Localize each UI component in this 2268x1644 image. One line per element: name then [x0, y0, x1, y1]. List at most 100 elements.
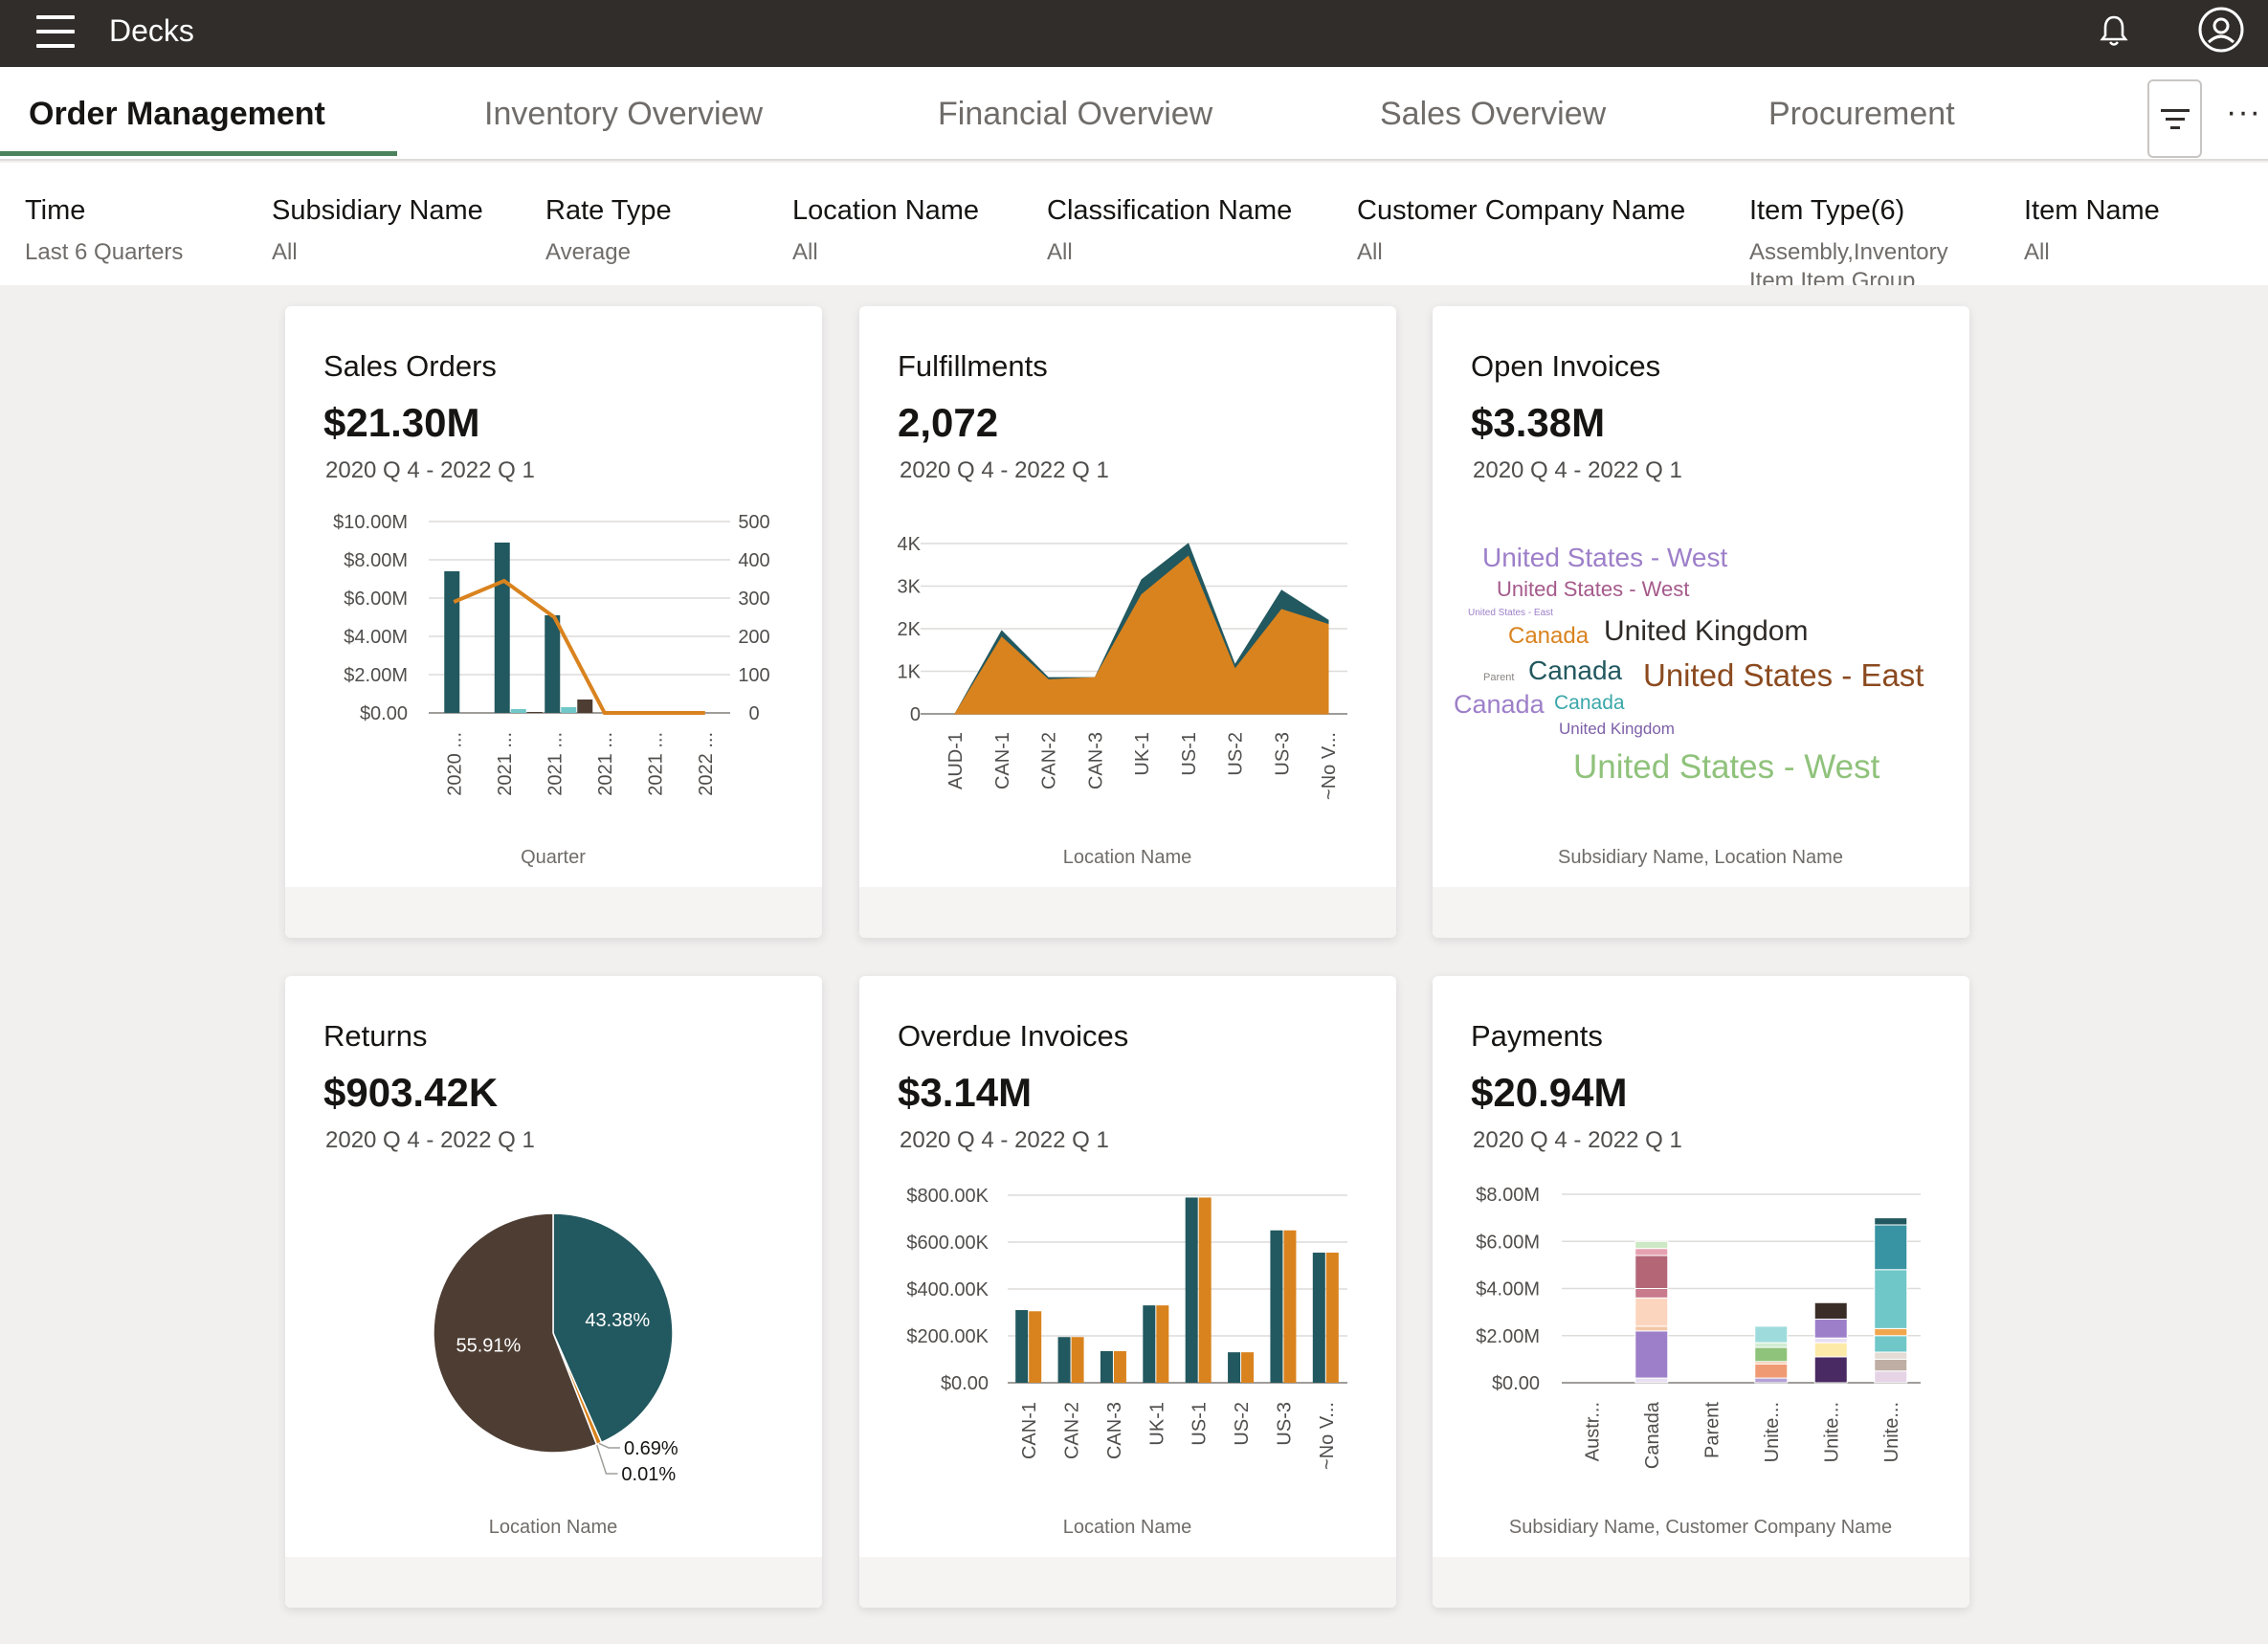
- bar: [526, 712, 543, 713]
- tab-order-management[interactable]: Order Management: [29, 96, 325, 132]
- bar-segment: [1634, 1248, 1669, 1256]
- filter-rate-type[interactable]: Rate Type Average: [545, 195, 672, 267]
- card-returns[interactable]: Returns $903.42K 2020 Q 4 - 2022 Q 1 43.…: [285, 976, 822, 1608]
- filter-customer-company-name[interactable]: Customer Company Name All: [1357, 195, 1685, 267]
- filter-label: Classification Name: [1047, 195, 1293, 226]
- y-tick-label: $400.00K: [906, 1279, 989, 1300]
- bar-segment: [1754, 1363, 1789, 1379]
- bar-segment: [1874, 1358, 1908, 1372]
- filter-location-name[interactable]: Location Name All: [792, 195, 979, 267]
- filter-classification-name[interactable]: Classification Name All: [1047, 195, 1292, 267]
- user-avatar-icon[interactable]: [2197, 6, 2245, 54]
- bar: [510, 709, 526, 713]
- bar: [1143, 1305, 1156, 1383]
- slice-label: 55.91%: [456, 1336, 522, 1357]
- y-tick-label: $200.00K: [906, 1326, 989, 1347]
- y-tick-label: 4K: [898, 534, 922, 555]
- filter-bar: Time Last 6 Quarters Subsidiary Name All…: [0, 163, 2268, 285]
- bar-segment: [1874, 1269, 1908, 1329]
- filter-label: Location Name: [792, 195, 980, 226]
- bar: [444, 571, 460, 713]
- y2-tick-label: 300: [738, 589, 769, 610]
- y-tick-label: $0.00: [1492, 1373, 1540, 1394]
- slice-label: 43.38%: [585, 1310, 650, 1331]
- filter-value: All: [1047, 239, 1073, 265]
- filter-subsidiary-name[interactable]: Subsidiary Name All: [272, 195, 483, 267]
- bar: [1113, 1350, 1126, 1383]
- card-value: $21.30M: [323, 400, 480, 445]
- x-tick-label: AUD-1: [945, 732, 967, 789]
- card-payments[interactable]: Payments $20.94M 2020 Q 4 - 2022 Q 1 $0.…: [1433, 976, 1969, 1608]
- bar: [1185, 1197, 1198, 1383]
- y-tick-label: $800.00K: [906, 1186, 989, 1207]
- bar-segment: [1874, 1370, 1908, 1384]
- bar: [494, 543, 510, 713]
- returns-pie-chart[interactable]: 43.38% 0.69% 0.01% 55.91% Location Name: [285, 976, 822, 1608]
- y-tick-label: 1K: [898, 662, 922, 683]
- y-tick-label: $4.00M: [344, 627, 408, 648]
- tag-word: United States - East: [1643, 657, 1923, 693]
- area-series-front: [954, 555, 1329, 715]
- card-sales-orders[interactable]: Sales Orders $21.30M 2020 Q 4 - 2022 Q 1…: [285, 306, 822, 938]
- x-tick-label: 2021 ...: [495, 732, 516, 796]
- x-tick-label: ~No V...: [1317, 1402, 1338, 1470]
- card-period: 2020 Q 4 - 2022 Q 1: [900, 457, 1109, 483]
- axis-title: Quarter: [521, 847, 586, 868]
- tab-procurement[interactable]: Procurement: [1768, 96, 1955, 132]
- card-title: Returns: [323, 1019, 428, 1053]
- tag-word: United States - West: [1497, 577, 1689, 601]
- bar: [1100, 1350, 1113, 1383]
- open-invoices-tag-cloud[interactable]: United States - West United States - West…: [1433, 306, 1969, 938]
- y-tick-label: $600.00K: [906, 1233, 989, 1254]
- payments-chart[interactable]: $0.00 $2.00M $4.00M $6.00M $8.00M Austr... Can…: [1433, 976, 1969, 1608]
- bar-segment: [1634, 1325, 1669, 1332]
- fulfillments-chart[interactable]: 0 1K 2K 3K 4K AUD-1 CAN-1 CAN-2 CAN-3 UK-1 US-1 US-…: [859, 306, 1396, 938]
- card-period: 2020 Q 4 - 2022 Q 1: [325, 457, 535, 483]
- bar-segment: [1634, 1377, 1669, 1384]
- filter-label: Item Name: [2024, 195, 2160, 226]
- bell-icon[interactable]: [2098, 11, 2130, 50]
- filter-label: Customer Company Name: [1357, 195, 1686, 226]
- card-footer: [1433, 887, 1969, 938]
- filter-item-type[interactable]: Item Type(6) Assembly,Inventory Item,Ite…: [1749, 195, 1979, 285]
- card-footer: [859, 1557, 1396, 1608]
- filter-value: All: [2024, 239, 2050, 265]
- y-tick-label: $8.00M: [1476, 1185, 1540, 1206]
- filter-value: All: [792, 239, 818, 265]
- tab-financial-overview[interactable]: Financial Overview: [938, 96, 1213, 132]
- card-value: $903.42K: [323, 1070, 499, 1115]
- x-tick-label: CAN-1: [1019, 1402, 1040, 1459]
- more-options-icon[interactable]: ···: [2226, 94, 2261, 130]
- card-overdue-invoices[interactable]: Overdue Invoices $3.14M 2020 Q 4 - 2022 …: [859, 976, 1396, 1608]
- card-open-invoices[interactable]: Open Invoices $3.38M 2020 Q 4 - 2022 Q 1…: [1433, 306, 1969, 938]
- bar-segment: [1634, 1240, 1669, 1250]
- tab-inventory-overview[interactable]: Inventory Overview: [484, 96, 763, 132]
- bar-segment: [1634, 1288, 1669, 1299]
- filter-time[interactable]: Time Last 6 Quarters: [25, 195, 183, 267]
- bar-segment: [1754, 1325, 1789, 1344]
- overdue-invoices-chart[interactable]: $0.00 $200.00K $400.00K $600.00K $800.00K CAN…: [859, 976, 1396, 1608]
- sales-orders-chart[interactable]: $0.00 $2.00M $4.00M $6.00M $8.00M $10.00M 0 100…: [285, 306, 822, 938]
- tab-sales-overview[interactable]: Sales Overview: [1380, 96, 1607, 132]
- bar: [577, 700, 593, 713]
- filter-item-name[interactable]: Item Name All: [2024, 195, 2160, 267]
- bar-segment: [1813, 1356, 1848, 1384]
- tag-word: Canada: [1454, 690, 1545, 719]
- bar-segment: [1634, 1297, 1669, 1327]
- tag-word: United States - East: [1468, 608, 1553, 618]
- x-tick-label: UK-1: [1132, 732, 1153, 776]
- filter-button[interactable]: [2147, 79, 2202, 158]
- y-tick-label: $6.00M: [344, 589, 408, 610]
- x-tick-label: US-2: [1232, 1402, 1253, 1446]
- card-period: 2020 Q 4 - 2022 Q 1: [325, 1127, 535, 1153]
- y2-tick-label: 500: [738, 512, 769, 533]
- card-fulfillments[interactable]: Fulfillments 2,072 2020 Q 4 - 2022 Q 1 0…: [859, 306, 1396, 938]
- bar: [1283, 1230, 1297, 1383]
- leader-line: [595, 1444, 618, 1475]
- x-tick-label: Parent: [1701, 1402, 1723, 1458]
- x-tick-label: CAN-3: [1104, 1402, 1125, 1459]
- x-tick-label: 2022 ...: [696, 732, 717, 796]
- leader-line: [598, 1442, 620, 1449]
- pie-slice: [433, 1212, 598, 1454]
- hamburger-menu-icon[interactable]: [36, 15, 75, 50]
